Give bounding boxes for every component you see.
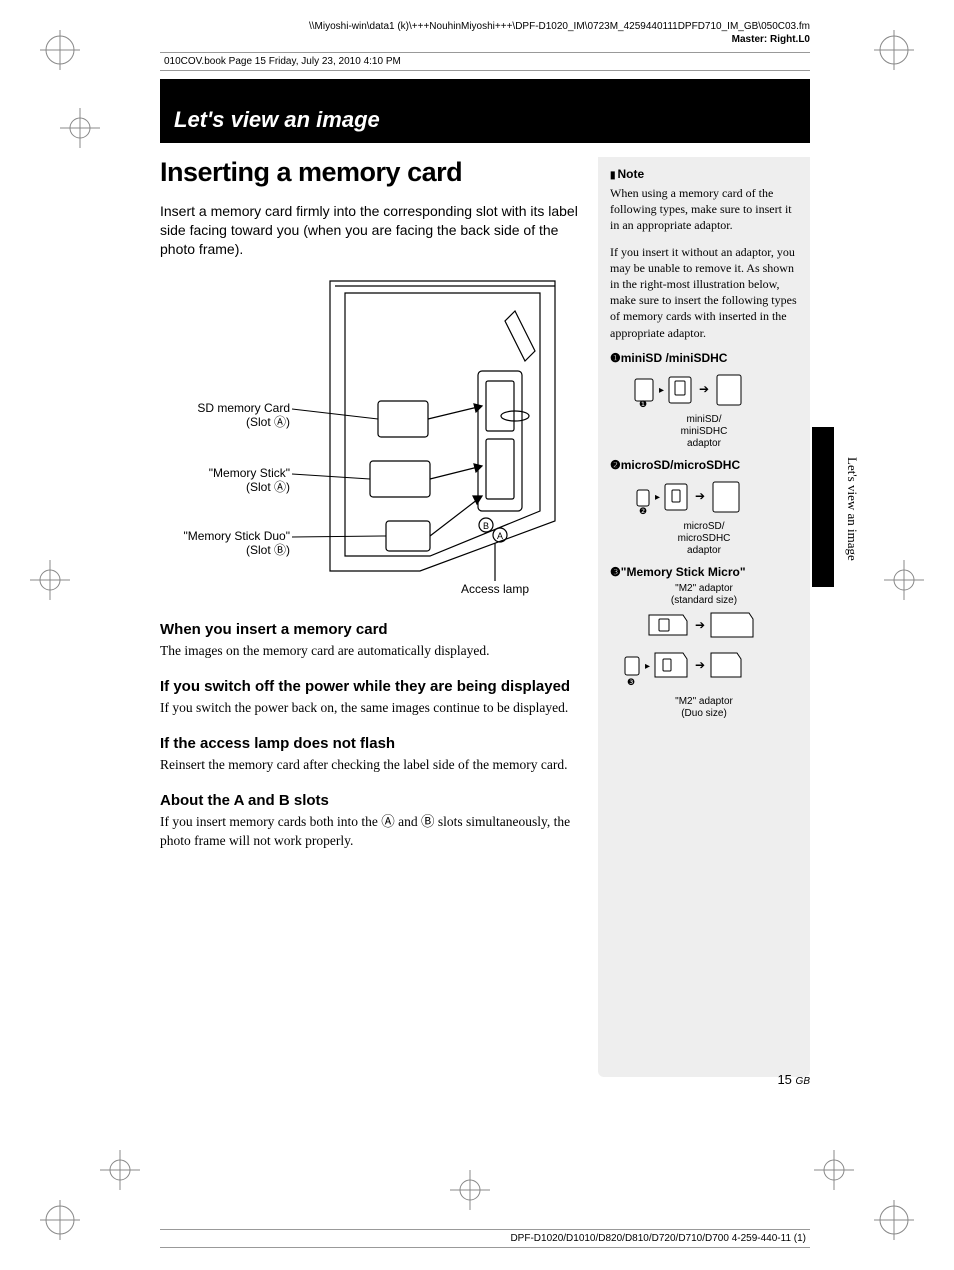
cov-book-line: 010COV.book Page 15 Friday, July 23, 201… — [160, 52, 810, 71]
crop-mark — [874, 1200, 914, 1240]
page-title: Inserting a memory card — [160, 157, 580, 188]
section-body: If you switch the power back on, the sam… — [160, 699, 580, 717]
adaptor-caption-1: miniSD/ miniSDHC adaptor — [610, 414, 798, 450]
note-heading: Note — [610, 167, 798, 181]
svg-text:❷: ❷ — [639, 506, 647, 516]
adaptor-caption-3b: "M2" adaptor (Duo size) — [610, 696, 798, 720]
svg-text:▸: ▸ — [655, 492, 660, 503]
adaptor-heading-3: ❸"Memory Stick Micro" — [610, 565, 798, 579]
section-heading: About the A and B slots — [160, 792, 580, 809]
section-body: If you insert memory cards both into the… — [160, 813, 580, 849]
section-block: If the access lamp does not flash Reinse… — [160, 735, 580, 774]
svg-text:B: B — [483, 521, 489, 531]
section-block: When you insert a memory card The images… — [160, 621, 580, 660]
adaptor-figure-1: ▸ ➔ ❶ miniSD/ miniSDHC adaptor — [610, 369, 798, 450]
section-index-tab — [812, 427, 834, 587]
master-text: Master: Right.L0 — [160, 33, 810, 46]
adaptor-heading-1: ❶miniSD /miniSDHC — [610, 351, 798, 365]
page-number: 15 GB — [777, 1072, 810, 1087]
svg-text:▸: ▸ — [645, 661, 650, 672]
file-path-text: \\Miyoshi-win\data1 (k)\+++NouhinMiyoshi… — [160, 20, 810, 33]
footer-meta: DPF-D1020/D1010/D820/D810/D720/D710/D700… — [160, 1229, 810, 1248]
side-note-column: Note When using a memory card of the fol… — [598, 157, 810, 1077]
svg-text:❸: ❸ — [627, 677, 635, 687]
section-body: The images on the memory card are automa… — [160, 642, 580, 660]
header-file-path: \\Miyoshi-win\data1 (k)\+++NouhinMiyoshi… — [160, 20, 810, 46]
section-body: Reinsert the memory card after checking … — [160, 756, 580, 774]
msduo-label: "Memory Stick Duo"(Slot Ⓑ) — [165, 529, 290, 558]
crop-mark — [30, 560, 70, 600]
crop-mark — [40, 1200, 80, 1240]
svg-text:➔: ➔ — [695, 658, 705, 672]
crop-mark — [814, 1150, 854, 1190]
sd-label: SD memory Card(Slot Ⓐ) — [180, 401, 290, 430]
section-banner: Let's view an image — [160, 79, 810, 143]
svg-text:▸: ▸ — [659, 385, 664, 396]
svg-text:A: A — [497, 531, 503, 541]
adaptor-figure-2: ▸ ➔ ❷ microSD/ microSDHC adaptor — [610, 476, 798, 557]
svg-text:➔: ➔ — [695, 489, 705, 503]
crop-mark — [874, 30, 914, 70]
section-block: About the A and B slots If you insert me… — [160, 792, 580, 849]
crop-mark — [450, 1170, 490, 1210]
intro-paragraph: Insert a memory card firmly into the cor… — [160, 202, 580, 259]
section-heading: When you insert a memory card — [160, 621, 580, 638]
svg-text:➔: ➔ — [699, 382, 709, 396]
main-column: Inserting a memory card Insert a memory … — [160, 157, 580, 1077]
adaptor-figure-3: ➔ ▸ ➔ ❸ — [610, 607, 798, 690]
adaptor-caption-2: microSD/ microSDHC adaptor — [610, 521, 798, 557]
crop-mark — [60, 108, 100, 148]
crop-mark — [884, 560, 924, 600]
crop-mark — [40, 30, 80, 70]
page-content: \\Miyoshi-win\data1 (k)\+++NouhinMiyoshi… — [160, 20, 810, 1077]
section-heading: If the access lamp does not flash — [160, 735, 580, 752]
access-lamp-label: Access lamp — [461, 582, 529, 596]
section-block: If you switch off the power while they a… — [160, 678, 580, 717]
section-heading: If you switch off the power while they a… — [160, 678, 580, 695]
svg-text:❶: ❶ — [639, 399, 647, 409]
section-index-label: Let's view an image — [844, 457, 860, 561]
note-body-2: If you insert it without an adaptor, you… — [610, 244, 798, 341]
adaptor-caption-3a: "M2" adaptor (standard size) — [610, 583, 798, 607]
device-diagram: A B Access lamp SD memory Card(Slot Ⓐ) "… — [160, 271, 580, 601]
ms-label: "Memory Stick"(Slot Ⓐ) — [180, 466, 290, 495]
banner-text: Let's view an image — [174, 107, 380, 132]
note-body-1: When using a memory card of the followin… — [610, 185, 798, 234]
crop-mark — [100, 1150, 140, 1190]
adaptor-heading-2: ❷microSD/microSDHC — [610, 458, 798, 472]
svg-text:➔: ➔ — [695, 618, 705, 632]
